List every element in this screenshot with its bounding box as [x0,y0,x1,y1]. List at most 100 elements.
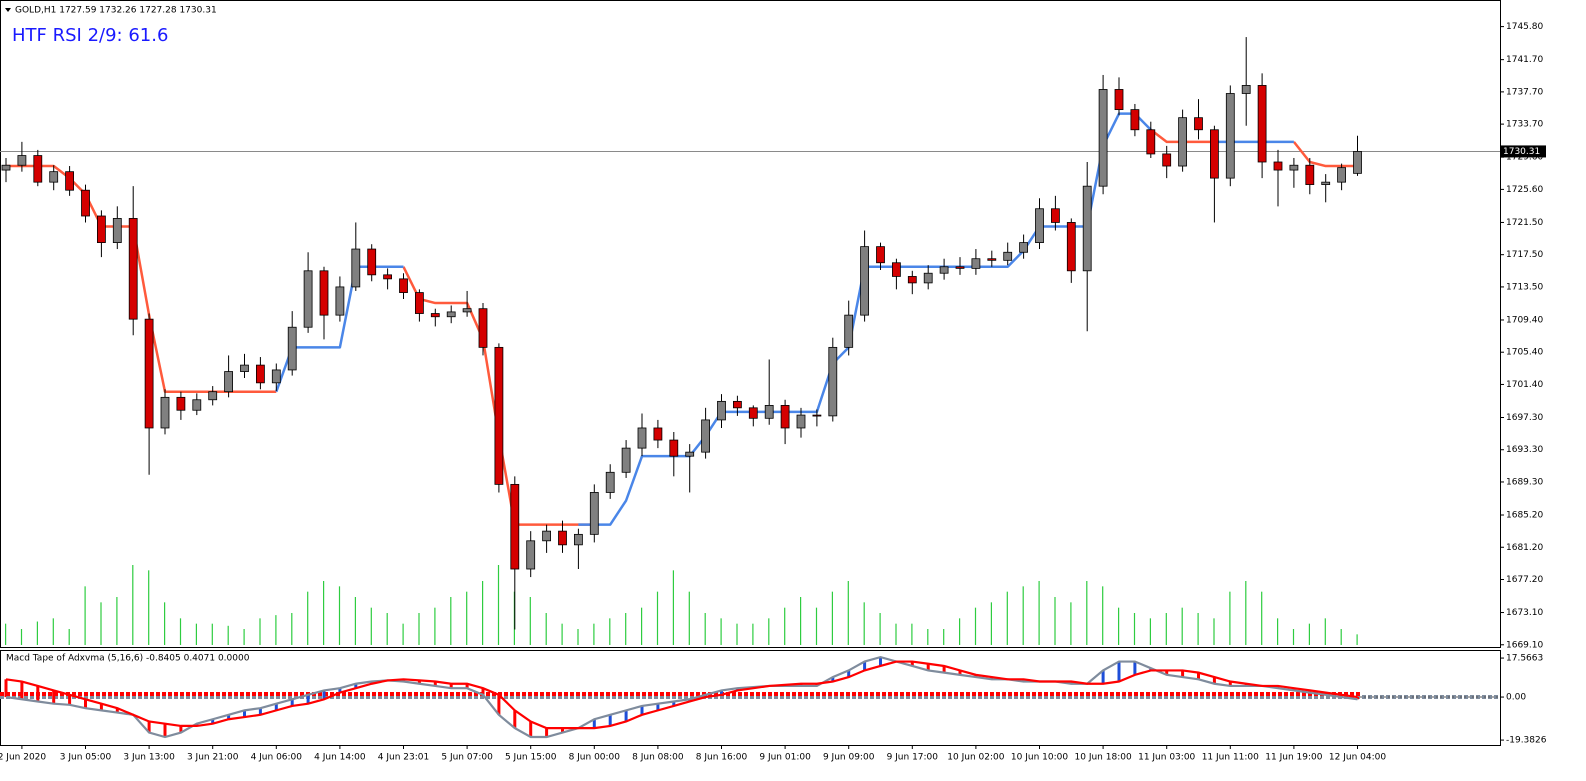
volume-bar [307,591,309,645]
candle-body [860,246,869,316]
volume-bar [927,629,929,645]
candle-body [876,246,885,264]
candle-body [1289,164,1299,171]
volume-bar [386,613,388,645]
candle-body [526,540,536,570]
candle-body [1003,251,1013,261]
y-tick-label: 0.00 [1506,693,1526,703]
volume-bar [672,570,674,645]
volume-bar [895,623,897,645]
candle-body [812,414,822,417]
indicator-annotation: HTF RSI 2/9: 61.6 [12,25,168,46]
volume-bar [1229,591,1231,645]
volume-bar [959,618,961,645]
volume-bar [688,591,690,645]
candle-body [494,346,504,485]
candle-body [1321,181,1331,185]
volume-bar [577,629,579,645]
candle-body [478,308,488,348]
volume-bar [561,623,563,645]
candle-body [1273,161,1283,171]
volume-bar [195,623,197,645]
candle-body [240,364,249,372]
candle-body [399,278,408,293]
volume-bar [736,623,738,645]
volume-bar [529,597,531,645]
volume-bar [545,613,547,645]
candle-body [271,369,281,384]
candle-body [208,391,218,401]
volume-bar [1292,629,1295,645]
y-tick-label: 1717.50 [1506,250,1543,260]
volume-bar [784,607,786,645]
candle-body [542,530,551,542]
volume-bar [323,581,325,645]
x-tick-label: 11 Jun 11:00 [1202,753,1259,763]
candle-body [303,270,313,328]
volume-bar [593,623,595,645]
candle-body [112,218,122,243]
candle-body [1114,89,1124,111]
candle-body [987,258,997,261]
volume-bar [227,625,229,645]
candle-body [462,308,472,313]
x-tick-label: 2 Jun 2020 [0,753,46,763]
x-tick-label: 10 Jun 18:00 [1075,753,1132,763]
chart-title: GOLD,H1 1727.59 1732.26 1727.28 1730.31 [15,6,217,16]
candle-body [128,218,138,320]
candle-body [892,262,901,277]
volume-bar [100,602,102,645]
main-panel-frame [0,0,1501,648]
axes-layer: 1745.80 1741.70 1737.70 1733.70 1729.60 1725.… [0,22,1547,762]
volume-bar [84,586,86,645]
candle-body [1051,208,1060,223]
candle-body [907,276,917,284]
volume-bar [768,618,770,645]
candle-body [383,274,393,280]
candle-body [1225,93,1235,179]
volume-bar [338,586,341,645]
candle-body [414,292,424,314]
volume-bar [1245,581,1247,645]
y-tick-label: 1669.10 [1506,640,1543,650]
last-price-label: 1730.31 [1503,147,1540,157]
volume-bar [1070,602,1072,645]
candle-body [1194,117,1203,131]
htf-line [275,265,404,393]
candle-body [224,371,234,393]
x-tick-label: 9 Jun 01:00 [759,753,811,763]
volume-bar [20,629,23,645]
candle-body [1082,185,1092,272]
candle-body [1146,129,1156,155]
candle-body [1066,222,1076,272]
macd-title: Macd Tape of Adxvma (5,16,6) -0.8405 0.4… [6,654,250,664]
volume-bar [625,613,627,645]
volume-bar [1261,591,1263,645]
volume-bar [943,629,945,645]
y-tick-label: 1733.70 [1506,120,1543,130]
x-tick-label: 10 Jun 02:00 [947,753,1004,763]
y-tick-label: 1681.20 [1506,543,1543,553]
volume-bar [1086,581,1088,645]
symbol-menu-arrow[interactable] [5,8,11,12]
x-tick-label: 12 Jun 04:00 [1329,753,1386,763]
candle-body [971,258,981,269]
volume-bar [1181,607,1183,645]
candle-body [446,311,456,318]
candle-body [1353,151,1362,174]
y-tick-label: 1709.40 [1506,315,1543,325]
volume-bar [132,565,134,645]
volume-bar [402,623,404,645]
x-tick-label: 11 Jun 03:00 [1138,753,1195,763]
last-price-box [1500,145,1546,158]
candle-body [160,396,170,429]
volume-bar [911,623,913,645]
volume-bar [847,581,849,645]
candle-body [558,530,567,546]
y-tick-label: 1677.20 [1506,575,1543,585]
volume-bar [1102,586,1104,645]
volume-bar [418,613,420,645]
y-tick-label: 1673.10 [1506,608,1543,618]
volume-bar [1356,634,1358,645]
